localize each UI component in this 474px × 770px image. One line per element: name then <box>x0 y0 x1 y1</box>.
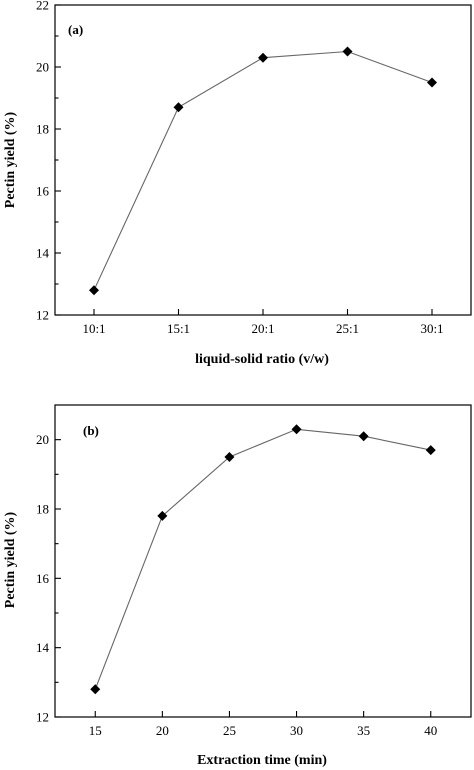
y-tick-label-b-1: 14 <box>36 640 50 655</box>
x-tick-label-a-1: 15:1 <box>167 321 190 336</box>
axis-ticks-a <box>55 4 433 316</box>
plot-area-b <box>54 404 472 718</box>
x-tick-label-a-2: 20:1 <box>251 321 274 336</box>
x-tick-label-a-0: 10:1 <box>82 321 105 336</box>
data-point-b-2 <box>224 452 235 462</box>
x-tick-label-b-5: 40 <box>424 723 437 738</box>
x-tick-label-a-3: 25:1 <box>336 321 359 336</box>
series-line-b-0 <box>94 428 431 690</box>
y-tick-label-b-3: 18 <box>36 502 49 517</box>
axis-ticks-b <box>55 439 432 718</box>
series-a <box>89 46 437 296</box>
y-axis-label-b: Pectin yield (%) <box>3 511 18 608</box>
x-tick-label-b-2: 25 <box>223 723 236 738</box>
y-tick-label-a-0: 12 <box>36 308 49 323</box>
y-tick-label-b-4: 20 <box>36 432 49 447</box>
data-point-b-0 <box>90 684 101 695</box>
data-point-a-3 <box>342 46 353 57</box>
data-point-a-2 <box>258 52 268 63</box>
tick-labels-b: 15 20 25 30 35 40 12 14 16 18 20 <box>36 432 437 738</box>
y-tick-label-a-2: 16 <box>36 184 50 199</box>
panel-label-b: (b) <box>83 423 99 438</box>
x-tick-label-b-4: 35 <box>357 723 370 738</box>
x-axis-label-b: Extraction time (min) <box>197 753 327 768</box>
panel-label-a: (a) <box>68 22 83 37</box>
series-b <box>90 424 436 695</box>
y-tick-label-a-5: 22 <box>36 0 49 13</box>
x-axis-label-a: liquid-solid ratio (v/w) <box>195 352 329 367</box>
x-tick-label-b-1: 20 <box>156 723 169 738</box>
data-point-a-4 <box>427 77 437 88</box>
y-tick-label-a-4: 20 <box>36 60 49 75</box>
x-tick-label-a-4: 30:1 <box>420 321 443 336</box>
x-tick-label-b-3: 30 <box>290 723 303 738</box>
chart-panel-a: (a) 10:1 15:1 20:1 25:1 30:1 12 14 16 18 20 22 liq… <box>3 0 472 367</box>
y-axis-label-a: Pectin yield (%) <box>3 111 18 208</box>
data-point-a-1 <box>173 102 184 113</box>
y-tick-label-a-1: 14 <box>36 246 50 261</box>
data-point-b-5 <box>425 445 436 456</box>
x-tick-label-b-0: 15 <box>89 723 102 738</box>
series-line-a-0 <box>93 50 433 291</box>
y-tick-label-b-2: 16 <box>36 571 50 586</box>
plot-area-a <box>54 4 472 316</box>
data-point-a-0 <box>89 285 99 296</box>
tick-labels-a: 10:1 15:1 20:1 25:1 30:1 12 14 16 18 20 22 <box>36 0 444 336</box>
data-point-b-1 <box>157 510 168 521</box>
y-tick-label-b-0: 12 <box>36 710 49 725</box>
chart-panel-b: (b) 15 20 25 30 35 40 12 14 16 18 20 Extraction ti… <box>3 404 472 768</box>
data-point-b-3 <box>291 424 302 435</box>
data-point-b-4 <box>358 431 369 442</box>
y-tick-label-a-3: 18 <box>36 122 49 137</box>
